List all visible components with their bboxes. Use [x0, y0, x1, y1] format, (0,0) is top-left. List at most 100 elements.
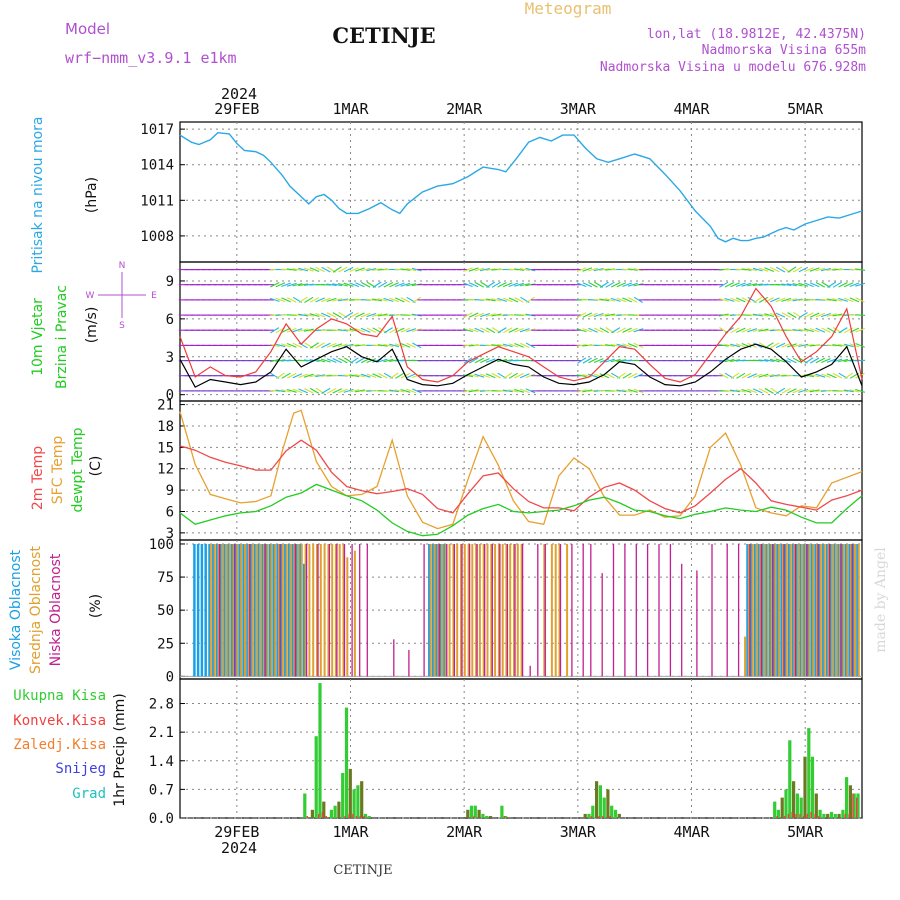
convective-bar [784, 816, 786, 818]
wind-barb [599, 281, 609, 288]
precip-bar [833, 813, 837, 818]
wind-barb [855, 342, 865, 348]
wind-barb [309, 297, 320, 303]
wind-barb [315, 312, 326, 318]
wind-barb [304, 388, 314, 394]
wind-barb [411, 388, 422, 394]
t2m-label: 2m Temp [30, 446, 46, 510]
wind-barb [781, 297, 792, 302]
wind-barb [343, 266, 354, 273]
wind-barb [389, 327, 399, 334]
wind-barb [298, 296, 308, 304]
wind-barb [804, 282, 814, 288]
watermark: made by Angel [873, 547, 889, 653]
wind-barb [576, 389, 587, 393]
wind-barb [582, 267, 593, 272]
wind-barb [849, 282, 860, 288]
wind-barb [360, 267, 371, 272]
wind-barb [321, 342, 331, 349]
clouds-ytick-label: 25 [157, 636, 174, 652]
wind-barb [503, 372, 513, 380]
legend-graupel: Grad [72, 786, 106, 802]
wind-barb [366, 312, 377, 318]
temperature-ytick-label: 15 [157, 440, 174, 456]
wind-barb [394, 389, 405, 393]
wind-barb [337, 343, 348, 348]
wind-barb [514, 268, 525, 271]
wind-barb [298, 388, 308, 394]
wind-barb [735, 297, 746, 303]
wind-barb [633, 296, 643, 303]
bottom-date-axis: 29FEB 1MAR 2MAR 3MAR 4MAR 5MAR [214, 823, 824, 841]
wind-barb [582, 312, 593, 318]
wind-barb [753, 342, 763, 349]
precip-bar [587, 813, 591, 818]
wind-barb [491, 298, 502, 302]
wind-barb [724, 282, 735, 288]
wind-barb [400, 342, 411, 348]
wind-barb [321, 266, 331, 273]
wind-barb [582, 282, 593, 288]
wind-barb [582, 373, 593, 378]
wind-barb [406, 388, 416, 394]
wind-barb [622, 282, 632, 288]
wind-barb [724, 297, 735, 302]
wind-barb [803, 389, 814, 393]
wind-barb [838, 343, 849, 347]
temperature-ytick-label: 3 [166, 526, 174, 542]
wind-barb [809, 267, 820, 272]
wind-barb [309, 267, 320, 273]
precip-label: 1hr Precip (mm) [112, 693, 128, 806]
wind-barb [810, 357, 820, 364]
wind-barb [270, 327, 280, 334]
wind-barb [758, 388, 769, 394]
wind-barb [633, 373, 644, 379]
wind-barb [400, 268, 411, 271]
wind-barb [719, 372, 729, 379]
wind-barb [411, 328, 422, 333]
pressure-label: Pritisak na nivou mora [30, 116, 46, 273]
wind-barb [764, 328, 775, 332]
precip-bar [613, 809, 618, 818]
wind-barb [616, 282, 627, 288]
convective-bar [590, 816, 593, 818]
wind-barb [412, 342, 422, 349]
wind-barb [292, 283, 303, 287]
wind-barb [468, 267, 479, 272]
temperature-ytick-label: 9 [166, 483, 174, 499]
wind-barb [337, 328, 348, 332]
wind-barb [792, 328, 803, 332]
convective-bar [844, 813, 847, 818]
wind-barb [360, 327, 371, 333]
wind-barb [730, 372, 740, 380]
precip-bar [310, 809, 314, 818]
wind-barb [764, 267, 775, 273]
wind-barb [622, 297, 632, 303]
wind-barb [843, 389, 854, 393]
wind-barb [372, 298, 382, 302]
precip-bar [810, 756, 815, 818]
wind-barb [298, 328, 309, 333]
wind-barb [292, 313, 303, 317]
wind-barb [298, 313, 309, 317]
wind-barb [832, 313, 843, 317]
wind-labels: 10m Vjetar Brzina i Pravac (m/s) N E S W [30, 261, 157, 389]
wind-barb [366, 358, 377, 364]
wind-barb [497, 343, 508, 347]
precip-bar [583, 813, 587, 818]
wind-barb [309, 373, 320, 378]
pressure-ytick-label: 1014 [140, 158, 174, 174]
wind-barb [462, 374, 473, 378]
wind-barb [855, 268, 866, 271]
wind-label-1: 10m Vjetar [30, 298, 46, 376]
wind-barb [826, 373, 837, 379]
wind-barb [786, 298, 797, 302]
wind-barb [781, 312, 791, 318]
wind-barb [849, 297, 860, 303]
wind-barb [633, 342, 644, 348]
wind-barb [730, 282, 740, 288]
wind-barb [827, 281, 837, 288]
wind-barb [724, 358, 735, 363]
wind-barb [474, 281, 484, 288]
convective-bar [852, 793, 854, 818]
